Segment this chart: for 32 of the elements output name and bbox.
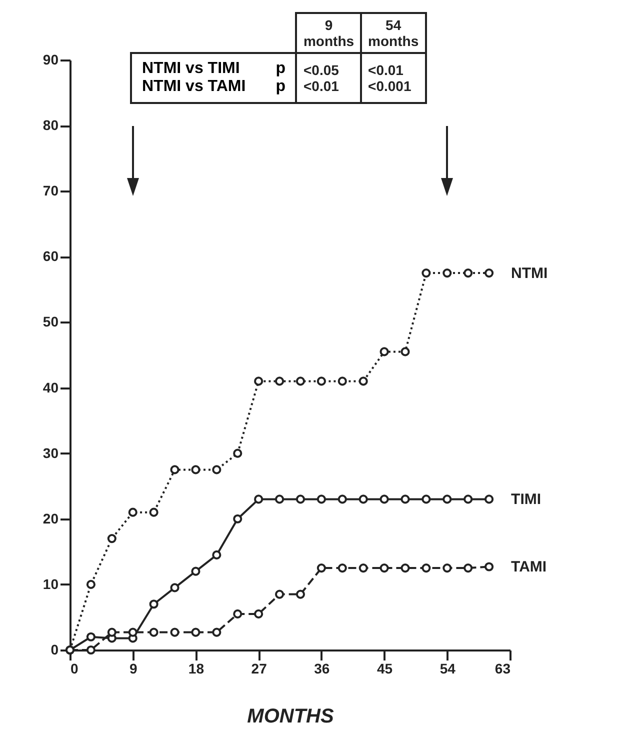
series-label: TAMI bbox=[511, 558, 547, 576]
text: 9 months bbox=[296, 13, 362, 53]
x-tick-label: 18 bbox=[188, 660, 204, 676]
y-tick-label: 20 bbox=[42, 510, 59, 526]
annotation: NTMI vs TIMI bbox=[142, 60, 240, 77]
annotation: <0.01 bbox=[368, 62, 404, 78]
annotation: <0.05 bbox=[303, 62, 339, 78]
x-tick-label: 45 bbox=[376, 660, 393, 676]
text: 54 months bbox=[361, 13, 426, 53]
y-tick-label: 90 bbox=[42, 52, 59, 68]
y-tick-label: 10 bbox=[42, 576, 59, 592]
annotation: <0.01 bbox=[303, 78, 339, 94]
y-tick-label: 50 bbox=[42, 314, 59, 330]
annotation: NTMI vs TAMI bbox=[142, 78, 246, 95]
y-tick-label: 40 bbox=[42, 379, 59, 396]
series-label: TIMI bbox=[511, 491, 542, 508]
y-tick-label: 0 bbox=[50, 642, 59, 658]
x-tick-label: 54 bbox=[440, 660, 456, 676]
series-label: NTMI bbox=[511, 265, 548, 282]
x-tick-label: 9 bbox=[129, 660, 138, 676]
x-axis-title: MONTHS bbox=[247, 706, 334, 728]
x-tick-label: 0 bbox=[70, 660, 78, 676]
y-tick-label: 60 bbox=[42, 248, 59, 264]
y-tick-label: 30 bbox=[42, 444, 59, 461]
x-tick-label: 63 bbox=[494, 660, 511, 676]
annotation: p bbox=[276, 60, 286, 77]
annotation: p bbox=[276, 78, 286, 95]
x-tick-label: 36 bbox=[314, 660, 330, 676]
annotation: <0.001 bbox=[368, 78, 412, 94]
y-tick-label: 80 bbox=[42, 117, 59, 134]
y-tick-label: 70 bbox=[42, 182, 59, 199]
x-tick-label: 27 bbox=[251, 660, 268, 676]
